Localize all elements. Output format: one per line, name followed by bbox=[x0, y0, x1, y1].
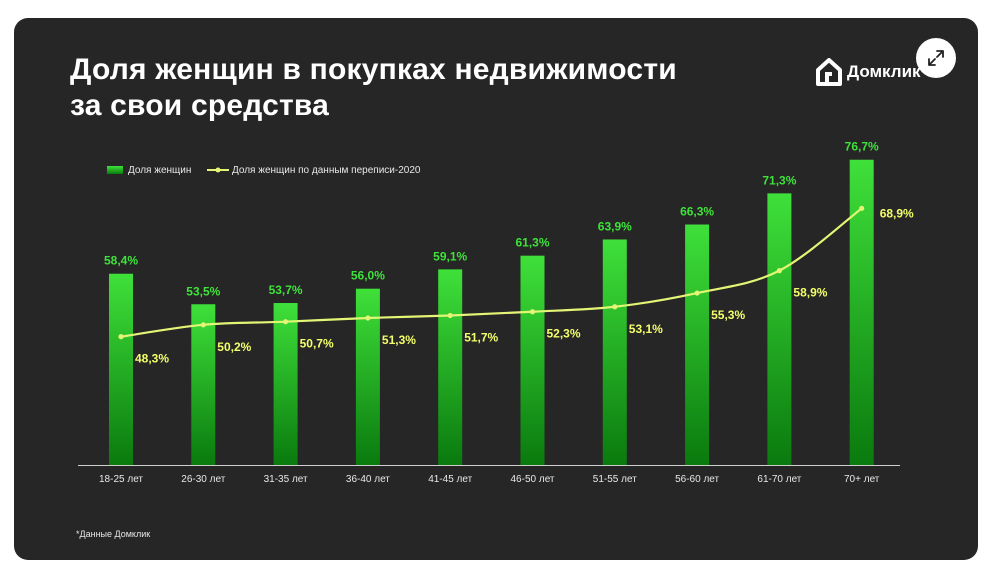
line-point bbox=[612, 304, 618, 310]
line-point bbox=[365, 315, 371, 321]
bar-series bbox=[109, 159, 874, 466]
bar bbox=[520, 255, 545, 465]
bar-value-label: 66,3% bbox=[680, 205, 714, 219]
line-point bbox=[859, 205, 865, 211]
legend-line-marker bbox=[215, 167, 221, 173]
bar bbox=[273, 303, 298, 465]
bar bbox=[191, 304, 216, 465]
line-value-label: 50,2% bbox=[217, 340, 251, 354]
x-tick-label: 26-30 лет bbox=[181, 474, 225, 485]
house-icon bbox=[816, 58, 842, 86]
bar-value-label: 59,1% bbox=[433, 249, 467, 263]
bar-value-label: 76,7% bbox=[845, 140, 879, 154]
x-tick-label: 18-25 лет bbox=[99, 474, 143, 485]
data-labels: 58,4% 53,5% 53,7% 56,0% 59,1% 61,3% 63,9% 66,3%… bbox=[104, 140, 914, 366]
x-tick-label: 61-70 лет bbox=[757, 474, 801, 485]
bar bbox=[767, 193, 792, 465]
line-value-label: 48,3% bbox=[135, 352, 169, 366]
bar-value-label: 61,3% bbox=[515, 236, 549, 250]
line-value-label: 58,9% bbox=[793, 286, 827, 300]
line-point bbox=[283, 319, 289, 325]
bar bbox=[355, 288, 380, 465]
page-title: Доля женщин в покупках недвижимости за с… bbox=[70, 52, 677, 124]
chart-legend: Доля женщин Доля женщин по данным перепис… bbox=[107, 165, 421, 176]
bar bbox=[438, 269, 463, 465]
line-value-label: 55,3% bbox=[711, 308, 745, 322]
x-tick-label: 41-45 лет bbox=[428, 474, 472, 485]
line-point bbox=[118, 334, 124, 340]
line-point bbox=[447, 312, 453, 319]
x-tick-label: 36-40 лет bbox=[346, 474, 390, 485]
chart-card: Доля женщин в покупках недвижимости за с… bbox=[14, 18, 978, 560]
footnote: *Данные Домклик bbox=[76, 529, 151, 539]
bar bbox=[849, 159, 874, 466]
bar-value-label: 71,3% bbox=[762, 173, 796, 187]
line-series bbox=[118, 205, 865, 340]
line-value-label: 68,9% bbox=[880, 206, 914, 220]
bar-value-label: 63,9% bbox=[598, 219, 632, 233]
bar-value-label: 53,5% bbox=[186, 284, 220, 298]
census-line bbox=[120, 207, 863, 338]
line-value-label: 53,1% bbox=[629, 322, 663, 336]
bar-value-label: 56,0% bbox=[351, 269, 385, 283]
bar bbox=[109, 273, 133, 465]
line-point bbox=[776, 268, 783, 274]
x-tick-label: 70+ лет bbox=[844, 474, 880, 485]
logo-text: Домклик bbox=[847, 62, 921, 81]
bar bbox=[602, 239, 627, 465]
line-value-label: 50,7% bbox=[300, 337, 334, 351]
line-point bbox=[529, 309, 536, 315]
line-value-label: 51,7% bbox=[464, 330, 498, 344]
x-axis: 18-25 лет 26-30 лет 31-35 лет 36-40 лет 41-4… bbox=[78, 465, 900, 485]
expand-icon bbox=[928, 50, 944, 66]
line-value-label: 51,3% bbox=[382, 333, 416, 347]
domclick-logo: Домклик bbox=[816, 58, 921, 86]
title-line-1: Доля женщин в покупках недвижимости bbox=[70, 53, 677, 86]
legend-label-line: Доля женщин по данным переписи-2020 bbox=[232, 165, 421, 176]
bar-value-label: 53,7% bbox=[269, 283, 303, 297]
legend-bar-swatch bbox=[107, 166, 123, 174]
line-point bbox=[694, 290, 700, 296]
x-tick-label: 51-55 лет bbox=[593, 474, 637, 485]
expand-button[interactable] bbox=[916, 38, 956, 78]
title-line-2: за свои средства bbox=[70, 89, 330, 122]
x-tick-label: 56-60 лет bbox=[675, 474, 719, 485]
bar bbox=[685, 224, 710, 465]
x-tick-label: 46-50 лет bbox=[511, 474, 555, 485]
line-point bbox=[200, 322, 206, 328]
legend-label-bars: Доля женщин bbox=[128, 165, 191, 176]
bar-value-label: 58,4% bbox=[104, 254, 138, 268]
line-value-label: 52,3% bbox=[547, 327, 581, 341]
x-tick-label: 31-35 лет bbox=[264, 474, 308, 485]
